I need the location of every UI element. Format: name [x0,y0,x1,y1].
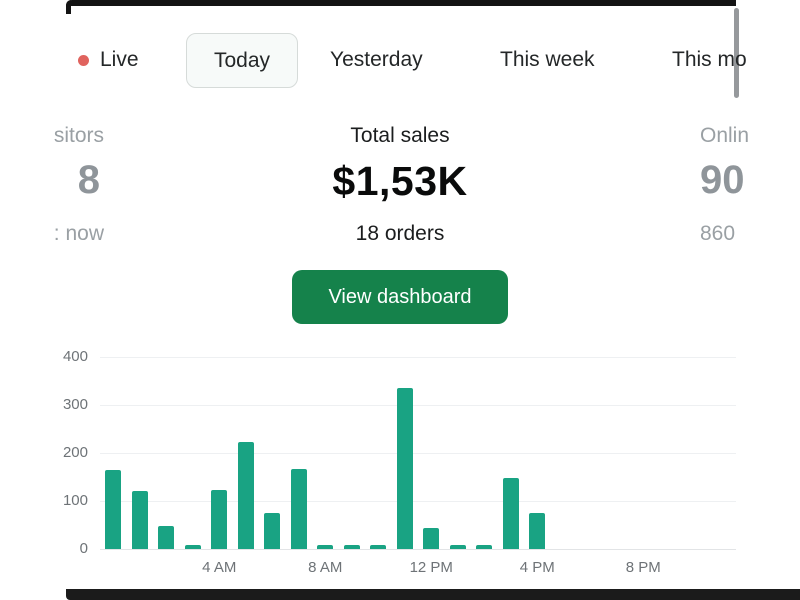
tab-today-label: Today [213,48,271,72]
total-sales-value: $1,53K [332,158,468,204]
tab-today[interactable]: Today [186,33,298,88]
tab-live-label: Live [100,48,139,71]
chart-bar [476,545,493,549]
visitors-stat-value: 8 [77,158,100,202]
chart-x-tick-label: 8 AM [308,559,343,576]
vertical-scrollbar[interactable] [734,8,739,98]
time-period-tabs: Live Today Yesterday This week This mo [0,0,800,100]
chart-bar [529,513,546,549]
chart-gridline [100,405,736,406]
window-frame-corner [66,0,71,14]
chart-bar [237,442,254,549]
chart-bar [502,477,519,549]
tab-this-month[interactable]: This mo [672,48,747,72]
chart-bar [264,513,281,549]
tab-this-week-label: This week [500,48,595,71]
tab-yesterday[interactable]: Yesterday [330,48,423,72]
chart-gridline [100,501,736,502]
chart-bar [343,545,360,549]
chart-y-tick-label: 100 [62,492,88,509]
online-stat-label: Onlin [700,124,750,147]
tab-this-month-label: This mo [672,48,747,71]
chart-bar [423,527,440,549]
chart-bar [211,490,228,549]
chart-bar [290,468,307,549]
visitors-stat-sub: : now [53,222,104,245]
tab-yesterday-label: Yesterday [330,48,423,71]
chart-x-tick-label: 4 AM [202,559,237,576]
window-frame-bottom [66,589,800,600]
chart-y-tick-label: 0 [79,540,88,557]
chart-bar [449,545,466,549]
chart-gridline [100,453,736,454]
chart-bar [105,469,122,549]
chart-bar [396,388,413,549]
chart-bar [158,525,175,549]
view-dashboard-button[interactable]: View dashboard [292,270,508,324]
visitors-stat-label: sitors [53,124,104,147]
chart-bar [131,491,148,549]
window-frame-top [66,0,736,6]
chart-y-tick-label: 200 [62,444,88,461]
live-indicator-icon [78,54,89,66]
chart-bar [370,545,387,549]
chart-x-tick-label: 12 PM [409,559,453,576]
chart-bar [317,545,334,549]
chart-gridline [100,357,736,358]
online-stat-sub: 860 [700,222,736,245]
chart-y-tick-label: 300 [62,396,88,413]
hourly-sales-chart: 0 100 200 300 400 4 AM 8 AM 12 PM 4 PM 8 PM [0,340,800,590]
tab-this-week[interactable]: This week [500,48,595,72]
chart-bar [184,545,201,549]
total-sales-label: Total sales [350,124,450,147]
orders-count: 18 orders [355,222,445,245]
online-stat-value: 90 [700,158,745,202]
tab-live[interactable]: Live [78,48,139,72]
chart-gridline [100,549,736,550]
chart-x-tick-label: 8 PM [625,559,661,576]
chart-x-tick-label: 4 PM [519,559,555,576]
chart-plot [100,357,736,550]
chart-y-tick-label: 400 [62,348,88,365]
